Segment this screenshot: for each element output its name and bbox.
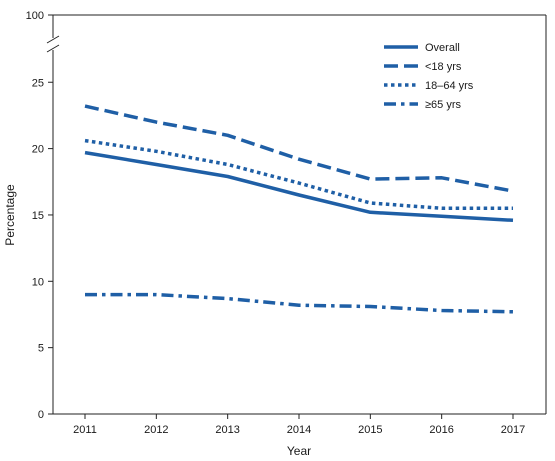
x-tick-label: 2017 [501, 424, 525, 436]
series-line [84, 104, 514, 193]
y-axis-ticks: 0 5 10 15 20 25 100 [26, 10, 53, 421]
axis-break-mark-upper [46, 35, 60, 44]
x-tick-label: 2013 [215, 424, 239, 436]
x-axis-ticks: 2011 2012 2013 2014 2015 2016 2017 [73, 414, 525, 436]
series-lines [84, 104, 514, 314]
y-tick-label: 15 [32, 210, 44, 222]
x-tick-label: 2015 [358, 424, 382, 436]
legend-label: <18 yrs [425, 61, 462, 73]
x-tick-label: 2012 [144, 424, 168, 436]
legend-label: ≥65 yrs [425, 99, 461, 111]
x-tick-label: 2014 [287, 424, 311, 436]
axis-break-mark-lower [46, 44, 60, 53]
y-tick-label: 0 [38, 409, 44, 421]
y-tick-label: 5 [38, 343, 44, 355]
y-tick-label: 10 [32, 276, 44, 288]
y-tick-label: 25 [32, 77, 44, 89]
y-axis-title: Percentage [3, 184, 17, 246]
x-tick-label: 2011 [73, 424, 97, 436]
plot-frame [46, 14, 547, 415]
y-tick-label: 20 [32, 144, 44, 156]
series-line [84, 138, 513, 211]
series-line [85, 292, 514, 314]
y-tick-label: 100 [26, 10, 44, 22]
series-line [84, 150, 514, 223]
legend-label: Overall [425, 42, 460, 54]
x-tick-label: 2016 [429, 424, 453, 436]
legend: Overall <18 yrs 18–64 yrs ≥65 yrs [384, 42, 474, 111]
legend-label: 18–64 yrs [425, 80, 474, 92]
x-axis-title: Year [287, 444, 311, 458]
